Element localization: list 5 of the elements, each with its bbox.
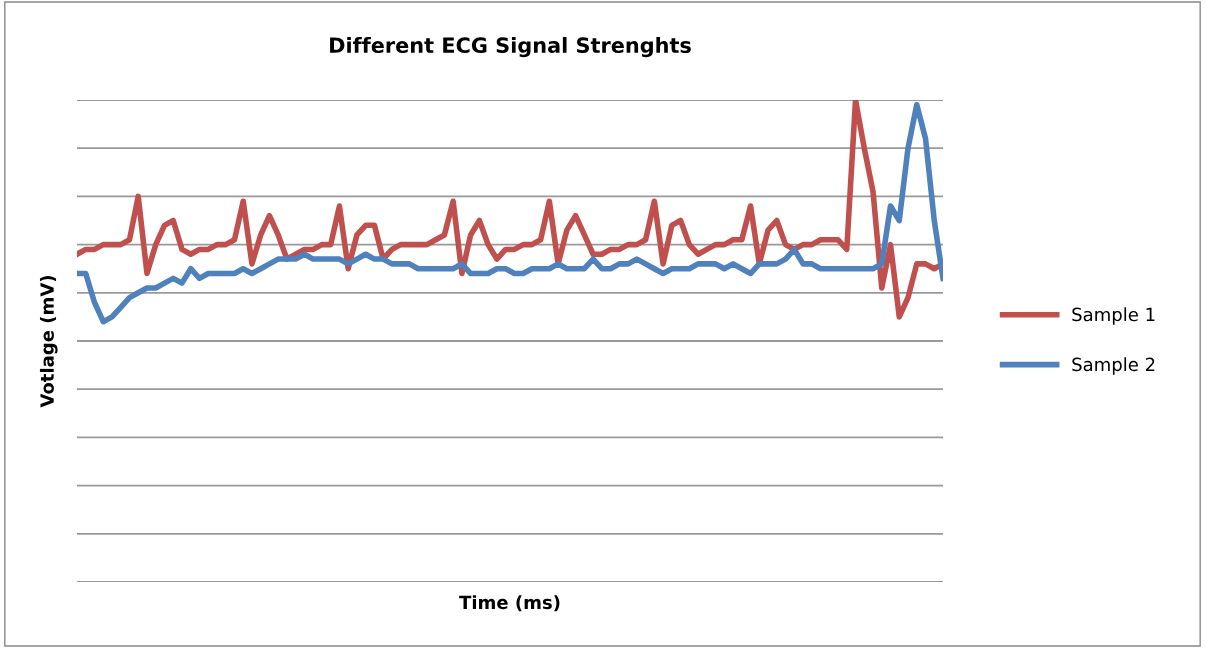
legend-label: Sample 2	[1072, 357, 1155, 375]
x-axis-title: Time (ms)	[459, 595, 560, 612]
y-axis-title: Votlage (mV)	[39, 275, 58, 408]
legend-label: Sample 1	[1072, 307, 1155, 325]
chart-title: Different ECG Signal Strenghts	[330, 36, 691, 58]
